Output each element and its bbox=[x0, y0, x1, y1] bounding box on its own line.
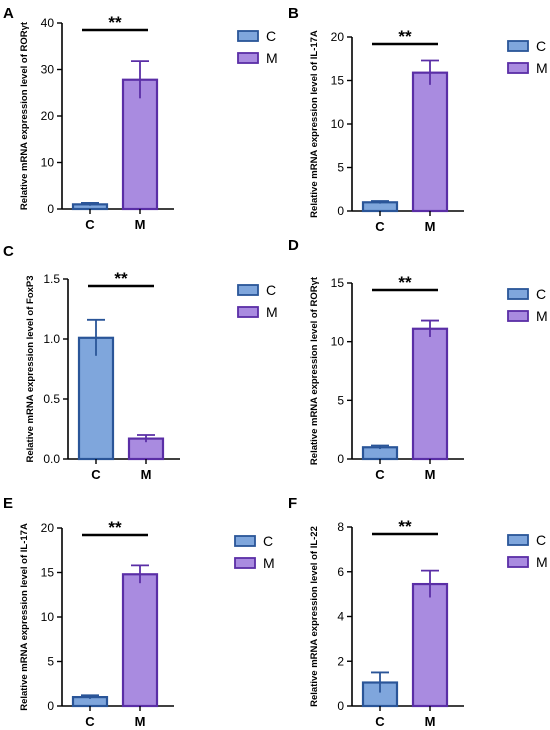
legend-label-C: C bbox=[536, 38, 546, 54]
y-tick-label: 15 bbox=[331, 74, 345, 88]
legend-label-M: M bbox=[536, 60, 548, 76]
chart-panel-E: E 0 5 10 15 20 Relative mRNA expression level … bbox=[3, 495, 275, 729]
x-tick-label: M bbox=[141, 467, 152, 482]
legend-swatch-M bbox=[237, 52, 259, 64]
y-tick-label: 5 bbox=[47, 655, 54, 669]
y-tick-label: 5 bbox=[337, 393, 344, 407]
y-tick-label: 1.0 bbox=[43, 332, 60, 346]
bar-M bbox=[411, 71, 449, 213]
legend-swatch-C bbox=[507, 288, 529, 300]
legend-swatch-M bbox=[507, 310, 529, 322]
legend-swatch-C bbox=[237, 30, 259, 42]
panel-letter: A bbox=[3, 5, 14, 22]
y-tick-label: 15 bbox=[41, 566, 55, 580]
bar-M bbox=[411, 582, 449, 708]
significance-label: ** bbox=[108, 518, 122, 537]
y-axis-label: Relative mRNA expression level of IL-17A bbox=[19, 523, 30, 711]
significance-label: ** bbox=[108, 13, 122, 32]
x-tick-label: C bbox=[375, 714, 385, 729]
chart-panel-C: C 0.0 0.5 1.0 1.5 Relative mRNA expression le… bbox=[3, 243, 278, 482]
x-tick-label: C bbox=[375, 219, 385, 234]
x-tick-label: M bbox=[425, 467, 436, 482]
y-tick-label: 8 bbox=[337, 520, 344, 534]
panel-letter: D bbox=[288, 237, 299, 254]
legend-swatch-C bbox=[234, 535, 256, 547]
significance-label: ** bbox=[398, 517, 412, 536]
panel-letter: F bbox=[288, 495, 297, 512]
legend-label-C: C bbox=[266, 28, 276, 44]
y-tick-label: 0 bbox=[337, 699, 344, 713]
y-tick-label: 40 bbox=[41, 16, 55, 30]
significance-label: ** bbox=[398, 27, 412, 46]
y-tick-label: 0 bbox=[47, 202, 54, 216]
legend-label-C: C bbox=[266, 282, 276, 298]
x-tick-label: M bbox=[135, 217, 146, 232]
y-tick-label: 6 bbox=[337, 565, 344, 579]
legend-swatch-M bbox=[507, 62, 529, 74]
x-tick-label: C bbox=[91, 467, 101, 482]
y-tick-label: 2 bbox=[337, 654, 344, 668]
y-tick-label: 15 bbox=[331, 276, 345, 290]
bar-C bbox=[77, 336, 115, 461]
chart-panel-A: A 0 10 20 30 40 Relative mRNA expression level… bbox=[3, 5, 278, 232]
bar-M bbox=[411, 327, 449, 461]
x-tick-label: C bbox=[85, 217, 95, 232]
x-tick-label: M bbox=[425, 714, 436, 729]
y-tick-label: 0 bbox=[47, 699, 54, 713]
y-tick-label: 0.0 bbox=[43, 452, 60, 466]
legend-swatch-M bbox=[234, 557, 256, 569]
chart-panel-B: B 0 5 10 15 20 Relative mRNA expression level … bbox=[288, 5, 548, 234]
y-tick-label: 4 bbox=[337, 610, 344, 624]
y-tick-label: 0.5 bbox=[43, 392, 60, 406]
y-tick-label: 0 bbox=[337, 452, 344, 466]
legend-label-C: C bbox=[536, 532, 546, 548]
y-tick-label: 10 bbox=[331, 335, 345, 349]
x-tick-label: C bbox=[375, 467, 385, 482]
y-tick-label: 10 bbox=[41, 610, 55, 624]
y-tick-label: 1.5 bbox=[43, 272, 60, 286]
y-tick-label: 20 bbox=[41, 521, 55, 535]
x-tick-label: C bbox=[85, 714, 95, 729]
legend-swatch-M bbox=[237, 306, 259, 318]
legend-label-M: M bbox=[266, 50, 278, 66]
legend-swatch-C bbox=[507, 40, 529, 52]
bar-M bbox=[121, 573, 159, 708]
y-tick-label: 20 bbox=[331, 30, 345, 44]
panel-letter: B bbox=[288, 5, 299, 22]
chart-panel-F: F 0 2 4 6 8 Relative mRNA expression level of … bbox=[288, 495, 548, 729]
chart-panel-D: D 0 5 10 15 Relative mRNA expression level of… bbox=[288, 237, 548, 482]
legend-label-M: M bbox=[263, 555, 275, 571]
panel-letter: E bbox=[3, 495, 13, 512]
y-tick-label: 5 bbox=[337, 161, 344, 175]
legend-label-M: M bbox=[536, 554, 548, 570]
y-axis-label: Relative mRNA expression level of RORγt bbox=[19, 21, 30, 210]
y-tick-label: 0 bbox=[337, 204, 344, 218]
legend-swatch-C bbox=[507, 534, 529, 546]
y-axis-label: Relative mRNA expression level of FoxP3 bbox=[25, 275, 36, 462]
legend-swatch-M bbox=[507, 556, 529, 568]
y-axis-label: Relative mRNA expression level of IL-17A bbox=[309, 30, 320, 218]
y-tick-label: 20 bbox=[41, 109, 55, 123]
significance-label: ** bbox=[114, 269, 128, 288]
panel-letter: C bbox=[3, 243, 14, 260]
bar-M bbox=[121, 78, 159, 211]
legend-label-M: M bbox=[266, 304, 278, 320]
significance-label: ** bbox=[398, 273, 412, 292]
legend-label-M: M bbox=[536, 308, 548, 324]
legend-swatch-C bbox=[237, 284, 259, 296]
x-tick-label: M bbox=[135, 714, 146, 729]
y-axis-label: Relative mRNA expression level of IL-22 bbox=[309, 526, 320, 707]
legend-label-C: C bbox=[263, 533, 273, 549]
y-tick-label: 30 bbox=[41, 63, 55, 77]
y-tick-label: 10 bbox=[331, 117, 345, 131]
y-axis-label: Relative mRNA expression level of RORγt bbox=[309, 276, 320, 465]
y-tick-label: 10 bbox=[41, 156, 55, 170]
x-tick-label: M bbox=[425, 219, 436, 234]
legend-label-C: C bbox=[536, 286, 546, 302]
